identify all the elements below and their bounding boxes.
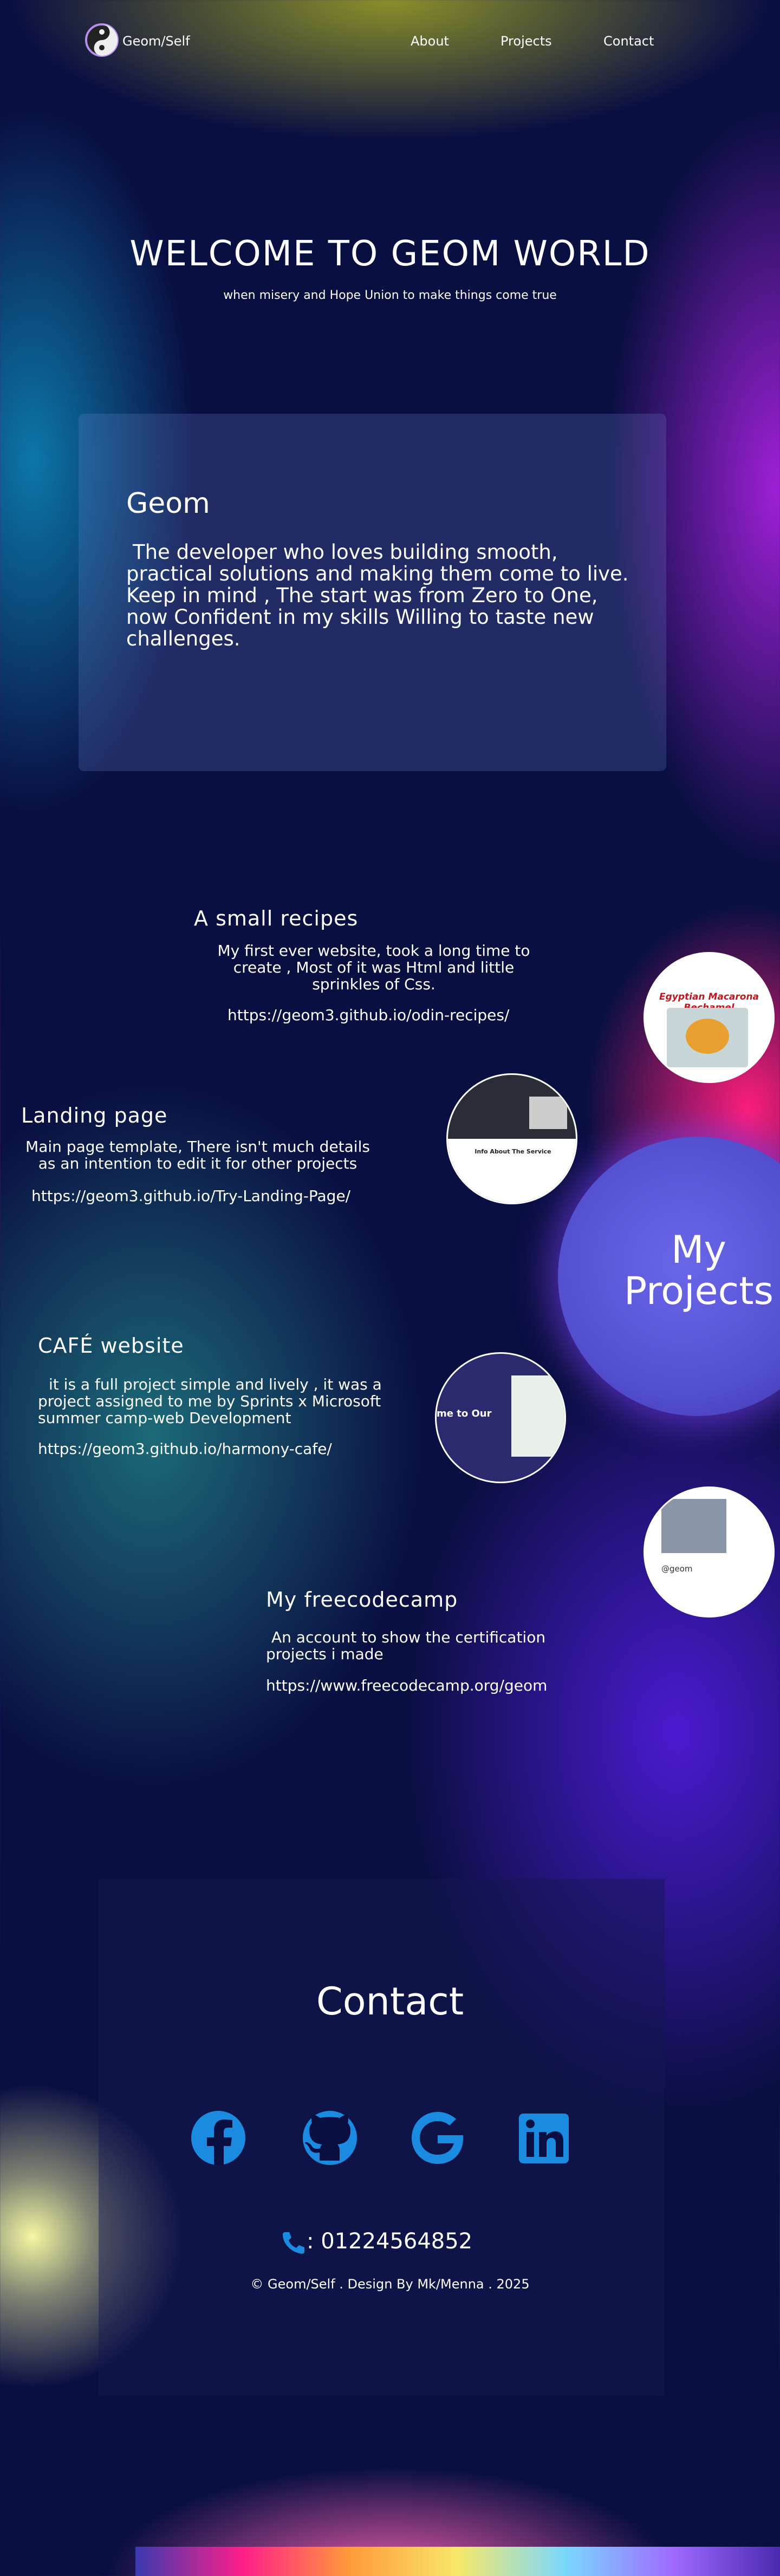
project-link[interactable]: https://geom3.github.io/odin-recipes/ [227, 1006, 510, 1024]
about-heading: Geom [126, 487, 210, 520]
nav: About Projects Contact [0, 34, 780, 55]
project-description: it is a full project simple and lively ,… [38, 1375, 382, 1427]
project-description: Main page template, There isn't much det… [25, 1138, 370, 1172]
nav-link[interactable]: About [411, 34, 449, 49]
project-title: A small recipes [194, 907, 358, 930]
phone-icon [283, 2232, 304, 2254]
contact-heading: Contact [316, 1979, 464, 2024]
thumbnail-text: @geom [661, 1564, 693, 1574]
projects-bubble [558, 1137, 780, 1416]
hero-title: WELCOME TO GEOM WORLD [129, 234, 651, 274]
nav-link[interactable]: Projects [500, 34, 552, 49]
project-title: My freecodecamp [266, 1588, 458, 1612]
project-thumbnail[interactable]: Egyptian Macarona Bechamel [644, 952, 775, 1083]
logo [85, 23, 119, 57]
brand[interactable]: Geom/Self [122, 34, 190, 49]
social-icons [191, 2111, 569, 2165]
phone[interactable]: : 01224564852 [307, 2229, 473, 2254]
project-title: A small recipes [194, 907, 359, 930]
about-text: The developer who loves building smooth,… [126, 540, 629, 650]
footer-bar [135, 2547, 780, 2576]
project-title: CAFÉ website [38, 1334, 184, 1358]
google-icon[interactable] [412, 2112, 463, 2164]
project-link[interactable]: https://geom3.github.io/Try-Landing-Page… [31, 1187, 351, 1205]
thumbnail-text: me to Our [437, 1408, 492, 1419]
project-description: An account to show the certification pro… [266, 1628, 546, 1663]
project-description: My first ever website, took a long time … [217, 942, 530, 993]
about-card [79, 414, 666, 771]
project-thumbnail[interactable]: Info About The Service [446, 1073, 577, 1204]
project-thumbnail[interactable]: @geom [644, 1486, 775, 1618]
project-title: Landing page [21, 1104, 168, 1127]
thumbnail-text: Info About The Service [474, 1148, 551, 1155]
project-thumbnail[interactable]: me to Our [435, 1352, 566, 1483]
thumbnail-image [667, 1008, 748, 1067]
project-link[interactable]: https://geom3.github.io/harmony-cafe/ [38, 1440, 332, 1458]
hero-subtitle: when misery and Hope Union to make thing… [223, 289, 557, 302]
nav-link[interactable]: Contact [603, 34, 654, 49]
projects-heading: My Projects [624, 1228, 774, 1313]
footer: © Geom/Self . Design By Mk/Menna . 2025 [250, 2277, 530, 2292]
project-link[interactable]: https://www.freecodecamp.org/geom [266, 1677, 548, 1694]
